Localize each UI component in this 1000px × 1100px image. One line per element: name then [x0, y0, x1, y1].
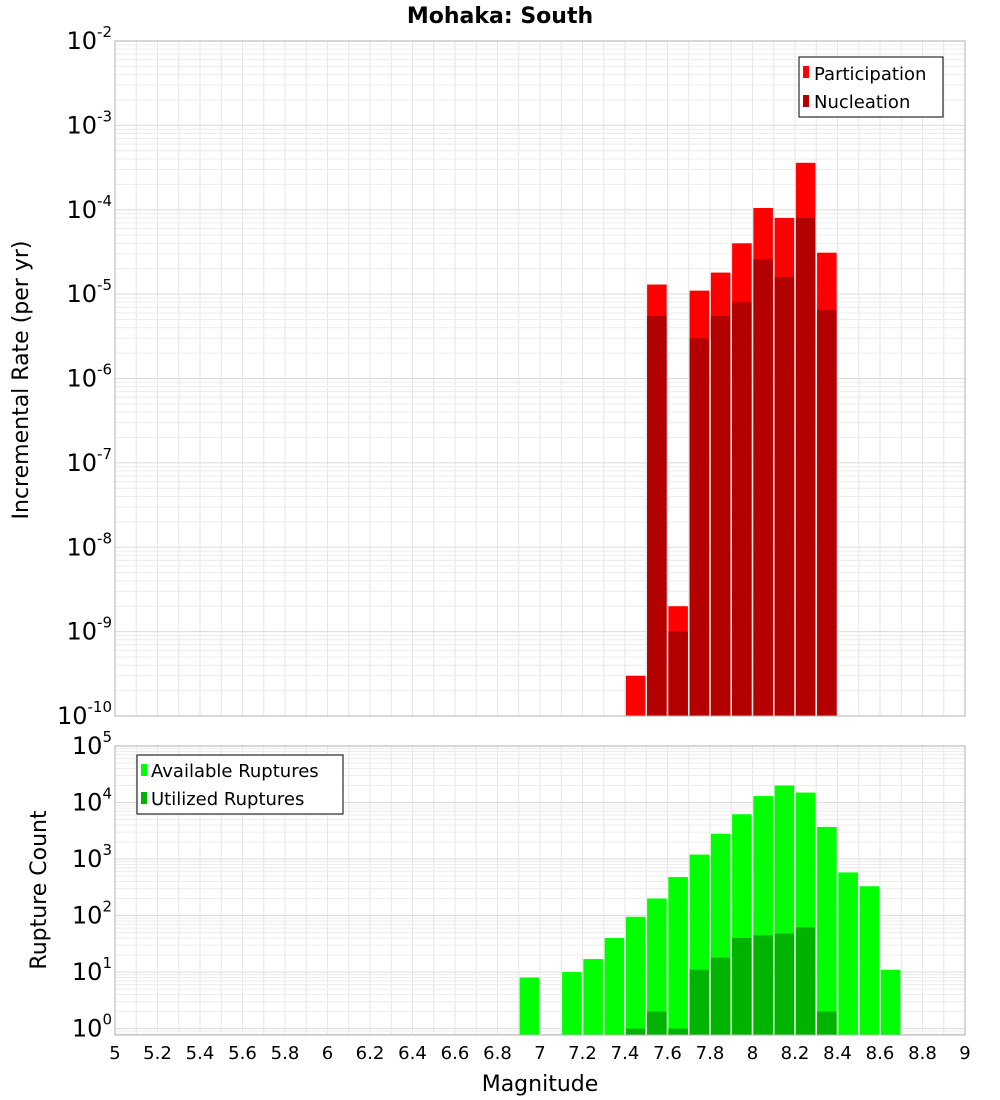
x-tick-label: 5.2	[143, 1043, 172, 1064]
y-tick-label: 10-5	[66, 276, 112, 308]
y-tick-label: 104	[72, 785, 112, 817]
bar-available-ruptures-6p95	[519, 977, 540, 1035]
x-tick-label: 6.4	[398, 1043, 427, 1064]
top-plot-frame	[114, 40, 966, 717]
x-tick-label: 5.6	[228, 1043, 257, 1064]
x-tick-label: 5.4	[186, 1043, 215, 1064]
bottom-legend-box	[136, 754, 344, 815]
bar-nucleation-7p85	[710, 316, 731, 716]
x-tick-labels: 5 5.2 5.4 5.6 5.8 6 6.2 6.4 6.6 6.8 7 7.2 7.4 7.6 7.8 8…	[109, 1043, 970, 1064]
y-tick-label: 10-4	[66, 192, 112, 224]
legend-swatch-available	[141, 764, 147, 776]
top-legend-box	[798, 56, 944, 118]
bottom-plot-frame	[114, 745, 966, 1036]
legend-label-nucleation: Nucleation	[814, 92, 910, 113]
top-y-axis-label: Incremental Rate (per yr)	[9, 241, 34, 520]
bar-nucleation-8p05	[753, 259, 773, 716]
bar-available-ruptures-7p15	[562, 972, 582, 1035]
x-tick-label: 8.2	[781, 1043, 810, 1064]
x-tick-label: 7	[534, 1043, 545, 1064]
y-tick-label: 10-3	[66, 107, 112, 139]
bar-available-ruptures-8p55	[859, 886, 880, 1035]
top-y-tick-labels: 10-10 10-9 10-8 10-7 10-6 10-5 10-4 10-3 10-2	[57, 23, 112, 730]
bar-utilized-ruptures-8p25	[795, 927, 816, 1035]
x-tick-label: 7.8	[696, 1043, 725, 1064]
x-tick-label: 7.4	[611, 1043, 640, 1064]
legend-label-participation: Participation	[814, 64, 926, 85]
y-tick-label: 101	[72, 954, 112, 986]
bar-utilized-ruptures-7p85	[710, 957, 731, 1035]
y-tick-label: 10-9	[66, 614, 112, 646]
y-tick-label: 105	[72, 728, 112, 760]
bar-nucleation-7p75	[689, 338, 710, 716]
x-tick-label: 8.4	[823, 1043, 852, 1064]
bar-nucleation-8p25	[795, 217, 816, 716]
x-axis-label: Magnitude	[482, 1072, 599, 1097]
bar-available-ruptures-8p35	[817, 826, 837, 1035]
bar-nucleation-7p55	[647, 316, 667, 716]
bar-nucleation-8p35	[817, 309, 837, 716]
y-tick-label: 103	[72, 841, 112, 873]
x-tick-label: 8	[747, 1043, 758, 1064]
top-plot-panel: 10-10 10-9 10-8 10-7 10-6 10-5 10-4 10-3 10-2 In…	[9, 23, 966, 730]
bar-utilized-ruptures-7p95	[732, 938, 752, 1035]
y-tick-label: 10-8	[66, 529, 112, 561]
bottom-y-axis-label: Rupture Count	[27, 810, 52, 970]
bar-utilized-ruptures-7p75	[689, 969, 710, 1035]
bar-utilized-ruptures-7p45	[625, 1028, 646, 1035]
legend-label-available: Available Ruptures	[151, 761, 319, 782]
y-tick-label: 10-2	[66, 23, 112, 55]
bar-available-ruptures-7p35	[604, 938, 625, 1035]
x-tick-label: 7.2	[568, 1043, 597, 1064]
legend-swatch-utilized	[141, 792, 147, 804]
y-tick-label: 100	[72, 1011, 112, 1043]
top-grid	[114, 40, 966, 717]
x-tick-label: 5.8	[271, 1043, 300, 1064]
legend-swatch-participation	[803, 66, 809, 78]
y-tick-label: 10-6	[66, 361, 112, 393]
bar-utilized-ruptures-8p05	[753, 935, 773, 1035]
bar-nucleation-8p15	[774, 276, 795, 716]
bar-utilized-ruptures-8p35	[817, 1011, 837, 1035]
bar-nucleation-7p65	[668, 631, 688, 716]
bottom-y-tick-labels: 100 101 102 103 104 105	[72, 728, 112, 1043]
x-tick-label: 6.2	[356, 1043, 385, 1064]
legend-swatch-nucleation	[803, 95, 809, 107]
bar-utilized-ruptures-7p65	[668, 1028, 688, 1035]
x-tick-label: 8.8	[908, 1043, 937, 1064]
bar-available-ruptures-8p65	[880, 969, 901, 1035]
top-legend: Participation Nucleation	[798, 56, 944, 118]
chart-title: Mohaka: South	[407, 4, 593, 29]
bar-nucleation-7p95	[732, 302, 752, 716]
bar-participation-7p45	[625, 675, 646, 716]
y-tick-label: 10-10	[57, 698, 112, 730]
y-tick-label: 10-7	[66, 445, 112, 477]
y-tick-label: 102	[72, 898, 112, 930]
bar-available-ruptures-7p45	[625, 916, 646, 1035]
bar-utilized-ruptures-8p15	[774, 933, 795, 1035]
bottom-plot-panel: 100 101 102 103 104 105 5 5.2 5.4 5.6 5.8 6 6.2 6.4 6…	[27, 728, 971, 1097]
x-tick-label: 6.6	[441, 1043, 470, 1064]
bottom-bars	[519, 785, 901, 1035]
bar-utilized-ruptures-7p55	[647, 1011, 667, 1035]
bar-available-ruptures-7p55	[647, 898, 667, 1035]
legend-label-utilized: Utilized Ruptures	[151, 789, 304, 810]
bottom-legend: Available Ruptures Utilized Ruptures	[136, 754, 344, 815]
x-tick-label: 8.6	[866, 1043, 895, 1064]
x-tick-label: 6.8	[483, 1043, 512, 1064]
x-tick-label: 9	[959, 1043, 970, 1064]
bar-available-ruptures-8p45	[838, 872, 858, 1035]
top-bars	[625, 162, 837, 717]
x-tick-label: 6	[322, 1043, 333, 1064]
bar-available-ruptures-7p65	[668, 877, 688, 1035]
bar-available-ruptures-7p25	[583, 959, 603, 1035]
x-tick-label: 5	[109, 1043, 120, 1064]
x-tick-label: 7.6	[653, 1043, 682, 1064]
